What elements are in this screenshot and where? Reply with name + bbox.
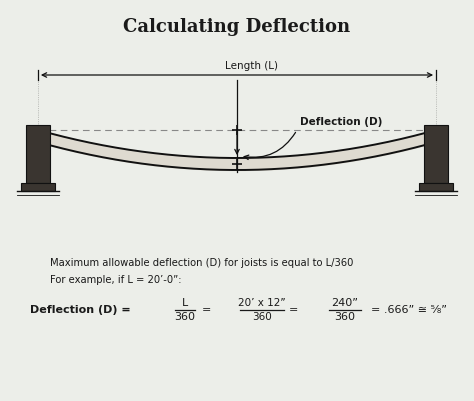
Text: 240”: 240” [331, 298, 358, 308]
Text: =: = [289, 305, 299, 315]
Bar [419, 183, 453, 191]
Text: Maximum allowable deflection (D) for joists is equal to L/360: Maximum allowable deflection (D) for joi… [50, 258, 354, 268]
Text: L: L [182, 298, 188, 308]
Text: Length (L): Length (L) [226, 61, 279, 71]
Text: Deflection (D): Deflection (D) [300, 117, 383, 127]
Text: 360: 360 [252, 312, 272, 322]
Text: Calculating Deflection: Calculating Deflection [123, 18, 351, 36]
Bar [424, 125, 448, 183]
Text: 360: 360 [335, 312, 356, 322]
Text: 20’ x 12”: 20’ x 12” [238, 298, 286, 308]
Text: =: = [202, 305, 212, 315]
Text: For example, if L = 20’-0”:: For example, if L = 20’-0”: [50, 275, 182, 285]
Text: Deflection (D) =: Deflection (D) = [30, 305, 135, 315]
Text: = .666” ≅ ⁵⁄₈”: = .666” ≅ ⁵⁄₈” [371, 305, 447, 315]
Bar [21, 183, 55, 191]
Text: 360: 360 [174, 312, 195, 322]
Bar [26, 125, 50, 183]
